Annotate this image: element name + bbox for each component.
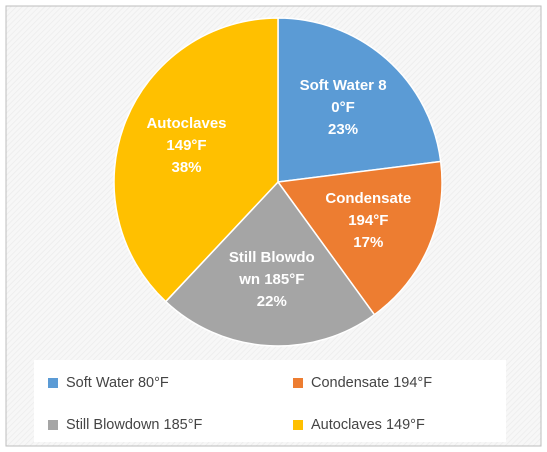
legend-swatch — [48, 378, 58, 388]
legend-swatch — [293, 378, 303, 388]
slice-label-box: Condensate 194°F 17% — [323, 171, 413, 271]
pie-slice — [276, 160, 443, 316]
slice-value: 23% — [328, 121, 359, 139]
legend-label: Condensate 194°F — [311, 375, 432, 391]
slice-label: Condensate 194°F 17% — [323, 171, 413, 271]
slice-label-box: Autoclaves 149°F 38% — [142, 96, 232, 196]
legend-swatch — [293, 420, 303, 430]
slice-category: Soft Water 80°F — [299, 77, 387, 117]
legend-swatch — [48, 420, 58, 430]
slice-value: 22% — [256, 293, 287, 311]
slice-category: Condensate 194°F — [325, 190, 412, 230]
slice-label: Still Blowdown 185°F 22% — [227, 230, 317, 330]
slice-label-box: Soft Water 80°F 23% — [298, 58, 388, 158]
pie-slice — [113, 17, 279, 303]
slice-category: Autoclaves 149°F — [146, 114, 227, 154]
legend-label: Autoclaves 149°F — [311, 417, 425, 433]
pie-slice — [164, 180, 376, 347]
legend-box — [34, 360, 506, 442]
slice-value: 38% — [171, 158, 202, 176]
slice-label-box: Still Blowdown 185°F 22% — [227, 230, 317, 330]
pie-slice — [277, 17, 442, 183]
slice-label: Autoclaves 149°F 38% — [142, 96, 232, 196]
legend-label: Still Blowdown 185°F — [66, 417, 203, 433]
slice-label: Soft Water 80°F 23% — [298, 58, 388, 158]
legend-label: Soft Water 80°F — [66, 375, 169, 391]
slice-category: Still Blowdown 185°F — [228, 249, 315, 289]
slice-value: 17% — [353, 234, 384, 252]
